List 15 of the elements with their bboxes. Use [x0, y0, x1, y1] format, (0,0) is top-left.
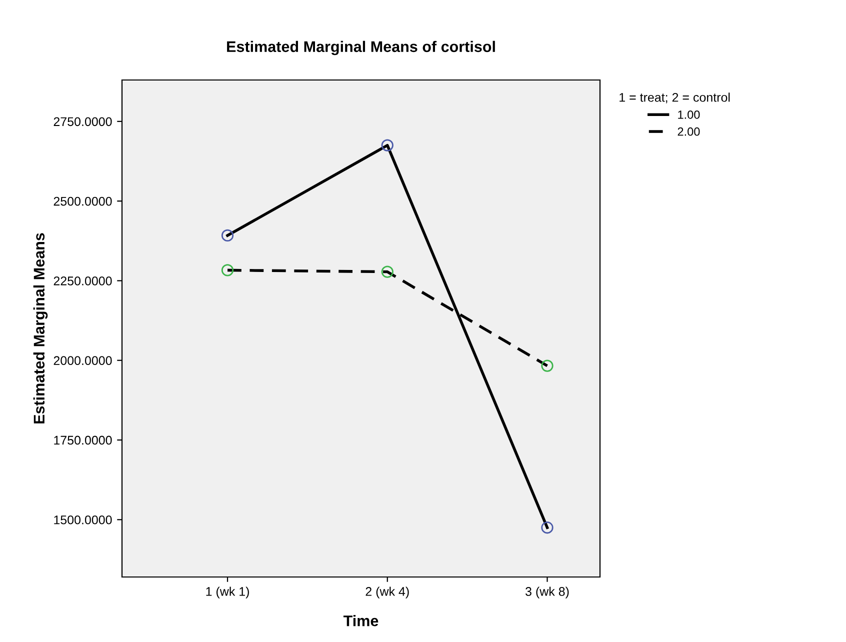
y-tick-label: 2500.0000: [54, 196, 112, 206]
chart-title: Estimated Marginal Means of cortisol: [227, 40, 495, 56]
y-tick-label: 1500.0000: [54, 515, 112, 524]
y-axis-title: Estimated Marginal Means: [33, 233, 48, 424]
x-tick-label: 1 (wk 1): [206, 586, 249, 598]
y-tick-label: 2250.0000: [54, 276, 112, 286]
y-tick-label: 1750.0000: [54, 436, 112, 445]
y-tick-label: 2750.0000: [54, 117, 112, 126]
x-axis-title: Time: [343, 615, 378, 626]
legend-label: 1.00: [678, 110, 700, 119]
legend-title: 1 = treat; 2 = control: [620, 92, 730, 104]
x-tick-label: 3 (wk 8): [525, 586, 569, 598]
x-tick-label: 2 (wk 4): [366, 586, 409, 598]
legend-label: 2.00: [678, 127, 700, 136]
y-tick-label: 2000.0000: [54, 356, 112, 366]
